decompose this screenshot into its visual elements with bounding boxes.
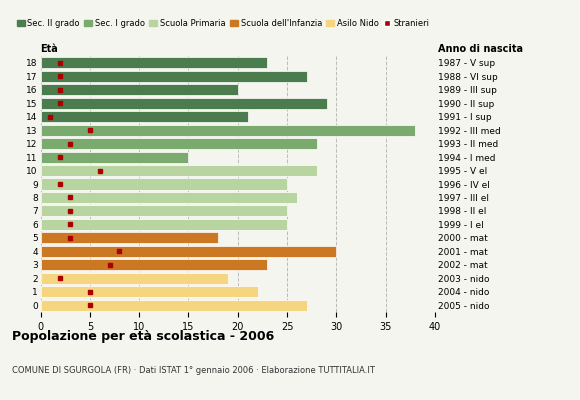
- Bar: [41, 192, 297, 203]
- Text: COMUNE DI SGURGOLA (FR) · Dati ISTAT 1° gennaio 2006 · Elaborazione TUTTITALIA.I: COMUNE DI SGURGOLA (FR) · Dati ISTAT 1° …: [12, 366, 375, 375]
- Bar: [41, 57, 267, 68]
- Bar: [41, 219, 287, 230]
- Bar: [41, 178, 287, 190]
- Bar: [41, 165, 317, 176]
- Bar: [41, 232, 218, 244]
- Legend: Sec. II grado, Sec. I grado, Scuola Primaria, Scuola dell'Infanzia, Asilo Nido, : Sec. II grado, Sec. I grado, Scuola Prim…: [13, 16, 433, 31]
- Bar: [41, 206, 287, 216]
- Text: Anno di nascita: Anno di nascita: [438, 44, 523, 54]
- Bar: [41, 273, 228, 284]
- Bar: [41, 300, 307, 311]
- Bar: [41, 98, 327, 109]
- Bar: [41, 138, 317, 149]
- Bar: [41, 286, 258, 297]
- Text: Età: Età: [41, 44, 59, 54]
- Text: Popolazione per età scolastica - 2006: Popolazione per età scolastica - 2006: [12, 330, 274, 343]
- Bar: [41, 124, 415, 136]
- Bar: [41, 71, 307, 82]
- Bar: [41, 246, 336, 257]
- Bar: [41, 152, 188, 162]
- Bar: [41, 111, 248, 122]
- Bar: [41, 259, 267, 270]
- Bar: [41, 84, 238, 95]
